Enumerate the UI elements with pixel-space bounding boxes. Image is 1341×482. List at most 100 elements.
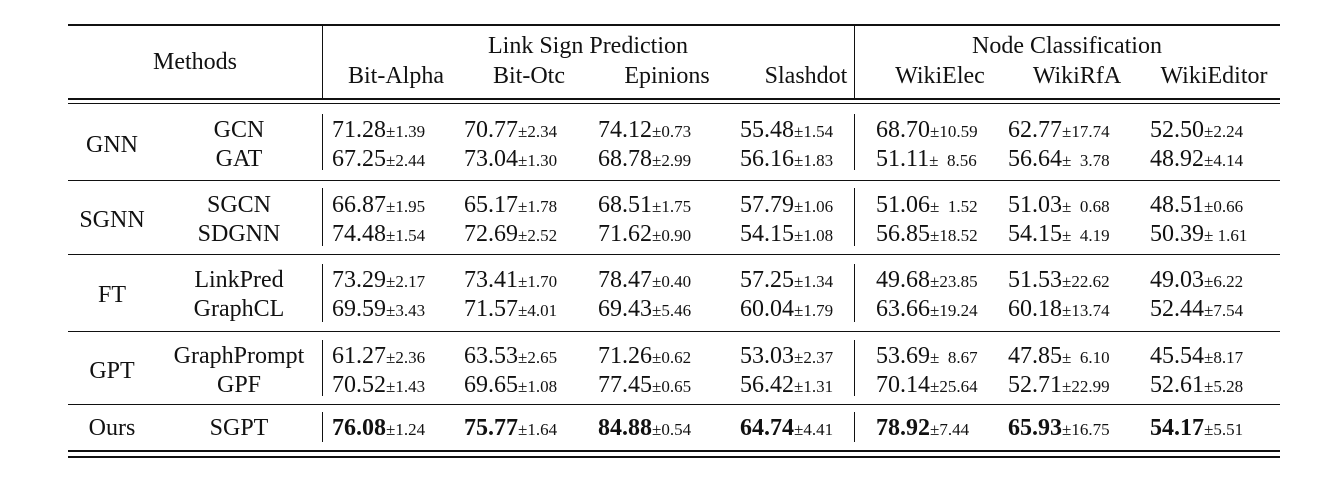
- cell-value: 65.17: [464, 192, 518, 218]
- cell-std: ± 1.61: [1204, 226, 1248, 245]
- table-cell: 48.92±4.14: [1150, 145, 1243, 175]
- table-cell: 52.44±7.54: [1150, 295, 1243, 325]
- cell-std: ±7.44: [930, 420, 970, 439]
- cell-std: ±1.54: [386, 226, 426, 245]
- cell-std: ±0.66: [1204, 197, 1244, 216]
- cell-value: 63.53: [464, 343, 518, 369]
- cell-value: 69.43: [598, 296, 652, 322]
- cell-value: 51.06: [876, 192, 930, 218]
- table-cell: 63.66±19.24: [876, 295, 978, 325]
- cell-std: ±18.52: [930, 226, 978, 245]
- table-cell: 78.92±7.44: [876, 414, 969, 444]
- table-cell: 70.77±2.34: [464, 116, 557, 146]
- cell-std: ±1.83: [794, 151, 834, 170]
- cell-value: 70.52: [332, 372, 386, 398]
- cell-std: ±1.08: [518, 377, 558, 396]
- table-cell: 69.59±3.43: [332, 295, 425, 325]
- cell-std: ±2.37: [794, 348, 834, 367]
- cell-value: 56.64: [1008, 146, 1062, 172]
- cell-std: ±0.40: [652, 272, 692, 291]
- cell-value: 69.59: [332, 296, 386, 322]
- table-cell: 71.62±0.90: [598, 220, 691, 250]
- cell-std: ±22.62: [1062, 272, 1110, 291]
- table-cell: 61.27±2.36: [332, 342, 425, 372]
- column-separator: [854, 340, 855, 396]
- column-separator: [854, 412, 855, 442]
- method-name: GCN: [213, 117, 265, 143]
- category-label: GPT: [89, 357, 135, 384]
- cell-value: 49.03: [1150, 267, 1204, 293]
- table-cell: 52.50±2.24: [1150, 116, 1243, 146]
- method-name: GraphPrompt: [173, 343, 305, 369]
- column-separator: [854, 264, 855, 322]
- cell-value: 71.28: [332, 117, 386, 143]
- cell-std: ±1.43: [386, 377, 426, 396]
- cell-std: ±1.39: [386, 122, 426, 141]
- cell-value: 61.27: [332, 343, 386, 369]
- cell-std: ±4.14: [1204, 151, 1244, 170]
- table-cell: 57.25±1.34: [740, 266, 833, 296]
- table-cell: 69.65±1.08: [464, 371, 557, 401]
- cell-value: 76.08: [332, 415, 386, 441]
- category-label: GNN: [86, 131, 138, 158]
- table-cell: 73.29±2.17: [332, 266, 425, 296]
- results-table: Methods Link Sign Prediction Node Classi…: [68, 24, 1280, 460]
- cell-value: 51.11: [876, 146, 930, 172]
- cell-std: ±1.64: [518, 420, 558, 439]
- cell-std: ±0.54: [652, 420, 692, 439]
- table-cell: 56.42±1.31: [740, 371, 833, 401]
- cell-std: ± 0.68: [1062, 197, 1110, 216]
- cell-std: ±5.46: [652, 301, 692, 320]
- dataset-header-epinions: Epinions: [624, 63, 710, 89]
- cell-value: 52.61: [1150, 372, 1204, 398]
- cell-value: 64.74: [740, 415, 794, 441]
- cell-value: 72.69: [464, 221, 518, 247]
- table-cell: 51.03± 0.68: [1008, 191, 1110, 221]
- column-separator: [854, 188, 855, 246]
- cell-value: 67.25: [332, 146, 386, 172]
- dataset-header-slashdot: Slashdot: [764, 63, 848, 89]
- table-cell: 64.74±4.41: [740, 414, 833, 444]
- cell-std: ±22.99: [1062, 377, 1110, 396]
- method-name: GAT: [215, 146, 263, 172]
- cell-std: ±1.06: [794, 197, 834, 216]
- table-cell: 56.16±1.83: [740, 145, 833, 175]
- cell-std: ±1.54: [794, 122, 834, 141]
- table-cell: 45.54±8.17: [1150, 342, 1243, 372]
- dataset-header-bit-otc: Bit-Otc: [493, 63, 565, 89]
- table-cell: 67.25±2.44: [332, 145, 425, 175]
- table-cell: 54.17±5.51: [1150, 414, 1243, 444]
- dataset-header-wikielec: WikiElec: [895, 63, 985, 89]
- table-cell: 48.51±0.66: [1150, 191, 1243, 221]
- cell-value: 56.85: [876, 221, 930, 247]
- cell-std: ± 8.56: [929, 151, 977, 170]
- table-cell: 76.08±1.24: [332, 414, 425, 444]
- table-cell: 65.93±16.75: [1008, 414, 1110, 444]
- table-cell: 54.15±1.08: [740, 220, 833, 250]
- method-name: GPF: [216, 372, 262, 398]
- table-cell: 77.45±0.65: [598, 371, 691, 401]
- cell-value: 53.69: [876, 343, 930, 369]
- cell-value: 74.12: [598, 117, 652, 143]
- cell-value: 55.48: [740, 117, 794, 143]
- dataset-header-bit-alpha: Bit-Alpha: [348, 63, 444, 89]
- cell-value: 51.53: [1008, 267, 1062, 293]
- cell-value: 68.51: [598, 192, 652, 218]
- cell-value: 52.50: [1150, 117, 1204, 143]
- cell-value: 74.48: [332, 221, 386, 247]
- cell-value: 51.03: [1008, 192, 1062, 218]
- cell-std: ±1.75: [652, 197, 692, 216]
- cell-std: ±3.43: [386, 301, 426, 320]
- group-header-link-sign: Link Sign Prediction: [488, 33, 688, 59]
- cell-value: 54.15: [1008, 221, 1062, 247]
- cell-std: ± 3.78: [1062, 151, 1110, 170]
- table-cell: 56.85±18.52: [876, 220, 978, 250]
- table-cell: 68.78±2.99: [598, 145, 691, 175]
- method-name: SDGNN: [197, 221, 281, 247]
- table-cell: 68.51±1.75: [598, 191, 691, 221]
- table-cell: 75.77±1.64: [464, 414, 557, 444]
- table-cell: 60.18±13.74: [1008, 295, 1110, 325]
- cell-std: ±0.65: [652, 377, 692, 396]
- cell-value: 60.04: [740, 296, 794, 322]
- cell-std: ±16.75: [1062, 420, 1110, 439]
